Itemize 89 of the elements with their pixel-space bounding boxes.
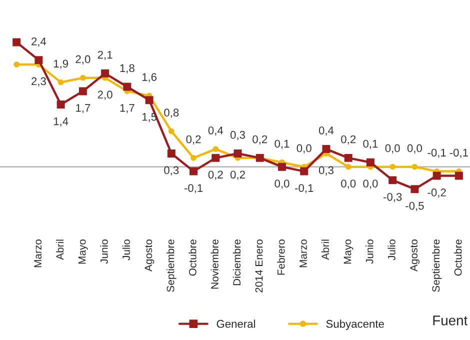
data-label: -0,2: [428, 188, 446, 198]
point: [12, 38, 21, 46]
point: [212, 154, 220, 162]
x-tick-label: Agosto: [410, 239, 420, 272]
data-label: 1,7: [76, 104, 90, 114]
x-tick-label: Septiembre: [432, 240, 442, 292]
point: [300, 167, 308, 176]
x-tick-label: Octubre: [454, 240, 462, 276]
x-tick-label: Abril: [56, 240, 64, 260]
data-label: 0,0: [274, 180, 290, 189]
point: [167, 149, 176, 158]
point: [388, 176, 397, 184]
data-label: 2,3: [32, 77, 46, 86]
data-label: 2,1: [98, 50, 112, 60]
x-tick-label: 2014 Enero: [255, 239, 263, 292]
x-tick-label: Abril: [321, 240, 330, 260]
x-tick-label: Junio: [366, 239, 374, 264]
text: Fuent: [433, 316, 468, 326]
data-label: 1,7: [120, 104, 134, 114]
data-label: -0,5: [406, 202, 424, 212]
point: [322, 145, 330, 154]
point: [234, 149, 242, 158]
data-label: -0,3: [384, 192, 402, 202]
x-tick-label: Septiembre: [166, 240, 176, 292]
data-label: -0,1: [428, 148, 446, 158]
x-tick-label: Noviembre: [210, 240, 218, 289]
x-tick-label: Mayo: [78, 239, 88, 264]
data-label: 0,0: [407, 144, 422, 154]
point: [190, 167, 198, 176]
data-label: 0,1: [363, 140, 378, 149]
x-tick-label: Mayo: [344, 239, 354, 264]
data-label: 0,2: [230, 170, 245, 180]
point: [412, 164, 418, 170]
data-label: 0,2: [186, 135, 201, 145]
data-label: 0,0: [296, 144, 312, 154]
point: [145, 96, 154, 104]
data-label: 0,4: [318, 126, 334, 136]
data-label: 2,0: [76, 55, 90, 64]
data-label: -0,1: [295, 184, 314, 194]
data-label: 0,0: [385, 144, 400, 154]
data-label: 0,1: [274, 140, 290, 149]
x-tick-label: Diciembre: [232, 240, 241, 286]
point: [14, 62, 20, 68]
x-tick-label: Febrero: [277, 239, 285, 275]
data-label: 2,0: [98, 90, 112, 100]
point: [390, 164, 396, 170]
x-tick-label: Agosto: [144, 239, 154, 272]
point: [190, 154, 196, 161]
point: [78, 87, 87, 96]
x-tick-label: Junio: [100, 239, 108, 264]
data-label: 1,4: [54, 117, 68, 127]
point: [366, 158, 374, 166]
legend-label: Subyacente: [326, 320, 384, 330]
data-label: 0,2: [252, 135, 268, 145]
point: [58, 79, 64, 86]
point: [34, 56, 43, 64]
data-label: 2,4: [32, 37, 46, 47]
point: [432, 172, 441, 180]
data-label: 1,6: [142, 73, 157, 82]
data-label: -0,1: [184, 184, 203, 194]
data-label: 0,2: [341, 135, 356, 145]
x-tick-label: Julio: [122, 239, 130, 260]
point: [56, 100, 65, 109]
legend-label: General: [216, 320, 256, 328]
data-label: 1,8: [120, 64, 134, 74]
data-label: 0,3: [164, 166, 179, 176]
point: [278, 162, 286, 171]
point: [454, 172, 463, 180]
point: [345, 164, 352, 170]
data-label: 0,3: [230, 130, 245, 140]
data-label: 1,9: [54, 60, 68, 69]
x-tick-label: Julio: [388, 239, 396, 260]
data-label: 0,3: [318, 166, 334, 176]
data-label: 0,4: [208, 126, 224, 136]
data-label: 0,2: [208, 170, 223, 180]
point: [410, 185, 419, 194]
data-label: 0,0: [363, 180, 378, 189]
x-tick-label: Marzo: [300, 239, 307, 268]
point: [80, 74, 86, 81]
x-tick-label: Marzo: [34, 239, 42, 268]
point: [168, 128, 174, 134]
point: [212, 146, 219, 152]
point: [123, 82, 132, 91]
data-label: -0,1: [450, 148, 468, 158]
data-label: 0,8: [164, 108, 179, 118]
x-tick-label: Octubre: [188, 240, 196, 276]
point: [101, 69, 110, 78]
data-label: 0,0: [341, 180, 356, 189]
point: [344, 154, 352, 162]
